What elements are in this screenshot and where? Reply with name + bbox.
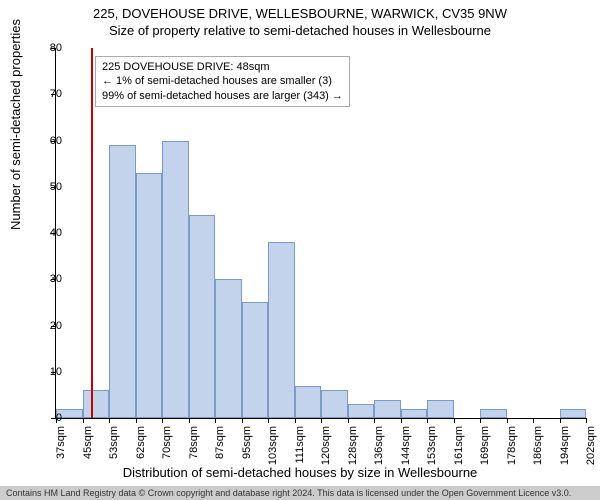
x-tick-label: 95sqm xyxy=(241,426,253,466)
x-tick-mark xyxy=(189,418,190,423)
annotation-line-1: 225 DOVEHOUSE DRIVE: 48sqm xyxy=(102,60,343,74)
x-tick-mark xyxy=(83,418,84,423)
x-tick-label: 161sqm xyxy=(453,426,465,466)
histogram-bar xyxy=(162,141,189,419)
x-tick-label: 194sqm xyxy=(559,426,571,466)
x-tick-mark xyxy=(242,418,243,423)
histogram-bar xyxy=(295,386,322,418)
x-tick-label: 111sqm xyxy=(294,426,306,466)
x-tick-label: 120sqm xyxy=(320,426,332,466)
x-tick-label: 136sqm xyxy=(373,426,385,466)
histogram-bar xyxy=(427,400,454,419)
x-tick-mark xyxy=(454,418,455,423)
x-tick-mark xyxy=(401,418,402,423)
x-tick-label: 53sqm xyxy=(108,426,120,466)
x-tick-label: 45sqm xyxy=(82,426,94,466)
histogram-bar xyxy=(242,302,269,418)
y-tick-label: 80 xyxy=(32,42,62,54)
x-tick-mark xyxy=(215,418,216,423)
y-tick-label: 50 xyxy=(32,181,62,193)
x-tick-label: 87sqm xyxy=(214,426,226,466)
histogram-bar xyxy=(348,404,375,418)
histogram-bar xyxy=(480,409,507,418)
histogram-bar xyxy=(374,400,401,419)
x-tick-label: 178sqm xyxy=(506,426,518,466)
x-tick-label: 70sqm xyxy=(161,426,173,466)
x-tick-mark xyxy=(507,418,508,423)
histogram-bar xyxy=(83,390,110,418)
y-tick-label: 60 xyxy=(32,135,62,147)
x-tick-label: 144sqm xyxy=(400,426,412,466)
annotation-box: 225 DOVEHOUSE DRIVE: 48sqm ← 1% of semi-… xyxy=(95,56,350,107)
x-tick-mark xyxy=(268,418,269,423)
x-tick-mark xyxy=(480,418,481,423)
y-tick-label: 70 xyxy=(32,88,62,100)
x-tick-mark xyxy=(136,418,137,423)
x-tick-label: 169sqm xyxy=(479,426,491,466)
x-tick-mark xyxy=(109,418,110,423)
histogram-bar xyxy=(189,215,216,419)
x-tick-label: 153sqm xyxy=(426,426,438,466)
x-tick-mark xyxy=(162,418,163,423)
y-tick-label: 40 xyxy=(32,227,62,239)
annotation-line-2: ← 1% of semi-detached houses are smaller… xyxy=(102,74,343,88)
x-tick-mark xyxy=(374,418,375,423)
chart-subtitle: Size of property relative to semi-detach… xyxy=(0,21,600,38)
x-tick-mark xyxy=(295,418,296,423)
x-tick-label: 202sqm xyxy=(585,426,597,466)
annotation-line-3: 99% of semi-detached houses are larger (… xyxy=(102,89,343,103)
histogram-bar xyxy=(109,145,136,418)
y-tick-label: 30 xyxy=(32,273,62,285)
chart-plot-area: 225 DOVEHOUSE DRIVE: 48sqm ← 1% of semi-… xyxy=(55,48,585,418)
x-tick-label: 103sqm xyxy=(267,426,279,466)
x-tick-mark xyxy=(321,418,322,423)
footer-credit: Contains HM Land Registry data © Crown c… xyxy=(0,486,600,500)
y-axis-label: Number of semi-detached properties xyxy=(8,19,23,230)
x-tick-label: 186sqm xyxy=(532,426,544,466)
x-tick-mark xyxy=(560,418,561,423)
histogram-bar xyxy=(136,173,163,418)
x-axis-label: Distribution of semi-detached houses by … xyxy=(0,465,600,480)
chart-title: 225, DOVEHOUSE DRIVE, WELLESBOURNE, WARW… xyxy=(0,0,600,21)
x-tick-label: 37sqm xyxy=(55,426,67,466)
reference-line xyxy=(91,48,93,418)
histogram-bar xyxy=(401,409,428,418)
histogram-bar xyxy=(321,390,348,418)
x-tick-label: 78sqm xyxy=(188,426,200,466)
histogram-bar xyxy=(215,279,242,418)
chart-container: 225, DOVEHOUSE DRIVE, WELLESBOURNE, WARW… xyxy=(0,0,600,500)
y-tick-label: 0 xyxy=(32,412,62,424)
y-tick-label: 10 xyxy=(32,366,62,378)
y-tick-label: 20 xyxy=(32,320,62,332)
x-tick-mark xyxy=(586,418,587,423)
x-tick-mark xyxy=(348,418,349,423)
x-tick-mark xyxy=(533,418,534,423)
histogram-bar xyxy=(560,409,587,418)
x-tick-mark xyxy=(427,418,428,423)
histogram-bar xyxy=(268,242,295,418)
x-tick-label: 62sqm xyxy=(135,426,147,466)
x-tick-label: 128sqm xyxy=(347,426,359,466)
